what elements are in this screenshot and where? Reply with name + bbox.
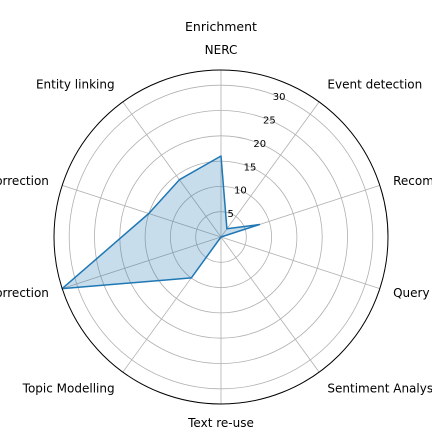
radial-tick-label: 10 bbox=[234, 186, 247, 197]
series-line bbox=[61, 155, 261, 290]
axis-label: Text re-use bbox=[187, 416, 254, 430]
radial-tick-labels: 5 10 15 20 25 30 bbox=[228, 92, 286, 220]
radial-tick-label: 25 bbox=[263, 116, 276, 127]
axis-label: Crowdsourced post-OCR correction bbox=[0, 286, 49, 300]
axis-label: Event detection bbox=[327, 78, 422, 92]
polar-frame bbox=[53, 69, 389, 405]
axis-label: Automatic post-OCR correction bbox=[0, 174, 49, 188]
axis-label: Recommendations (of similar and bbox=[393, 174, 432, 188]
series-area bbox=[62, 156, 260, 289]
spoke-line bbox=[62, 185, 222, 238]
axis-label: Topic Modelling bbox=[22, 381, 115, 395]
spoke-line bbox=[220, 236, 380, 289]
spoke-line bbox=[220, 101, 320, 238]
spoke-line bbox=[62, 236, 222, 289]
radial-tick-label: 15 bbox=[244, 162, 257, 173]
chart-title: Enrichment bbox=[185, 19, 257, 34]
axis-label: Sentiment Analysis bbox=[327, 381, 432, 395]
spoke-line bbox=[122, 101, 222, 238]
radial-tick-label: 30 bbox=[273, 92, 286, 103]
series-layer bbox=[61, 155, 261, 290]
spoke-line bbox=[220, 236, 320, 373]
radial-tick-label: 5 bbox=[228, 209, 234, 220]
axis-labels: NERC Event detection Recommendations (of s… bbox=[0, 43, 432, 430]
axis-label: Query bbox=[393, 286, 429, 300]
radial-tick-label: 20 bbox=[253, 139, 266, 150]
axis-label: Entity linking bbox=[36, 78, 115, 92]
axis-label: NERC bbox=[205, 43, 238, 57]
